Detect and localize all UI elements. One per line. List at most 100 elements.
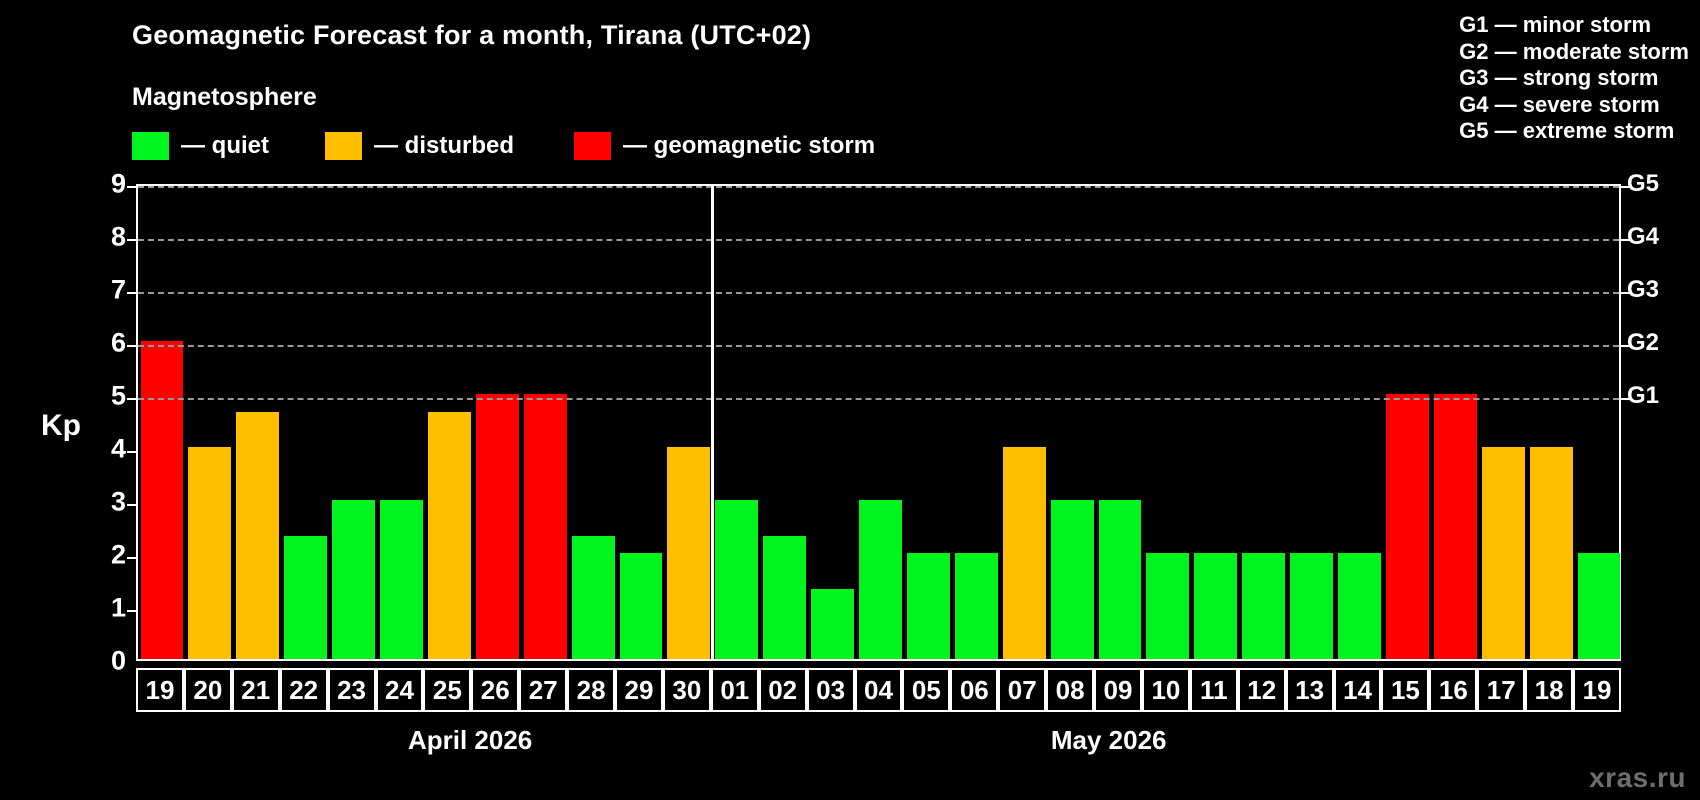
y-tick-mark-2 (127, 557, 136, 559)
month-divider (711, 186, 715, 659)
y-tick-label-1: 1 (110, 592, 126, 623)
bar (236, 411, 280, 659)
day-label: 03 (806, 668, 855, 712)
month-axis: April 2026 May 2026 (0, 725, 1700, 765)
y-tick-label-3: 3 (110, 486, 126, 517)
y-axis-title: Kp (41, 409, 81, 442)
plot-area (127, 184, 1630, 661)
bar (475, 394, 519, 659)
day-label: 02 (758, 668, 807, 712)
day-label: 28 (567, 668, 616, 712)
gscale-line-1: G1 — minor storm (1459, 12, 1652, 37)
day-label: 12 (1237, 668, 1286, 712)
legend-swatch-quiet (132, 132, 169, 160)
bar (1481, 447, 1525, 659)
g-scale-axis-labels: G1 G2 G3 G4 G5 (1627, 170, 1697, 660)
day-label: 16 (1429, 668, 1478, 712)
day-label: 17 (1477, 668, 1526, 712)
y-tick-label-0: 0 (110, 645, 126, 676)
bar (619, 553, 663, 659)
bar (1098, 500, 1142, 659)
bar (571, 535, 615, 659)
gridline-kp-7 (138, 292, 1619, 294)
day-label: 30 (662, 668, 711, 712)
gscale-line-2: G2 — moderate storm (1459, 38, 1689, 64)
bar (667, 447, 711, 659)
bar (380, 500, 423, 659)
bar (284, 535, 328, 659)
y-tick-mark-1 (127, 610, 136, 612)
page-title: Geomagnetic Forecast for a month, Tirana… (132, 20, 812, 50)
gridline-kp-9 (138, 186, 1619, 188)
y-tick-label-4: 4 (110, 433, 126, 464)
day-label: 23 (327, 668, 376, 712)
day-label: 09 (1094, 668, 1142, 712)
y-tick-mark-5 (127, 398, 136, 400)
day-label: 26 (471, 668, 520, 712)
bar (1146, 553, 1190, 659)
legend-label-disturbed: — disturbed (374, 132, 515, 159)
bar (906, 553, 950, 659)
legend-label-geomagnetic-storm: — geomagnetic storm (623, 132, 876, 159)
day-axis: 19 20 21 22 23 24 25 26 27 28 29 30 01 02 03 04 05 06 07 08… (136, 668, 1621, 712)
day-label: 27 (519, 668, 568, 712)
bar (1385, 394, 1429, 659)
magnetosphere-label: Magnetosphere (132, 83, 317, 111)
bar (1290, 553, 1334, 659)
day-label: 06 (950, 668, 999, 712)
gridline-kp-6 (138, 345, 1619, 347)
bar (859, 500, 902, 659)
bar (1577, 553, 1621, 659)
g-axis-label-G1: G1 (1627, 382, 1660, 409)
day-label: 13 (1285, 668, 1334, 712)
y-tick-label-9: 9 (110, 168, 126, 199)
bar (188, 447, 232, 659)
day-label: 10 (1141, 668, 1190, 712)
y-tick-label-2: 2 (110, 539, 126, 570)
bar (332, 500, 375, 659)
day-label: 15 (1381, 668, 1430, 712)
legend-label-quiet: — quiet (181, 132, 269, 159)
y-tick-mark-6 (127, 345, 136, 347)
watermark: xras.ru (1589, 762, 1686, 793)
day-label: 04 (854, 668, 903, 712)
bar (763, 535, 807, 659)
y-axis-labels: 0 1 2 3 4 5 6 7 8 9 (86, 169, 126, 676)
y-tick-label-8: 8 (110, 221, 126, 252)
g-axis-label-G2: G2 (1627, 329, 1660, 356)
g-tick-mark-8 (1621, 239, 1630, 241)
gscale-line-5: G5 — extreme storm (1459, 118, 1675, 143)
g-axis-label-G5: G5 (1627, 170, 1660, 197)
day-label: 29 (615, 668, 663, 712)
day-label: 11 (1189, 668, 1238, 712)
bar (523, 394, 567, 659)
day-label: 19 (136, 668, 184, 712)
gscale-legend: G1 — minor storm G2 — moderate storm G3 — … (1459, 12, 1689, 145)
gridline-kp-8 (138, 239, 1619, 241)
y-tick-label-7: 7 (110, 274, 126, 305)
g-tick-mark-6 (1621, 345, 1630, 347)
y-tick-label-5: 5 (110, 380, 126, 411)
bars-layer (138, 186, 1621, 659)
legend-item-geomagnetic-storm: — geomagnetic storm (574, 132, 875, 160)
g-tick-mark-9 (1621, 186, 1630, 188)
day-label: 01 (710, 668, 759, 712)
day-label: 21 (231, 668, 280, 712)
bar (1002, 447, 1046, 659)
y-tick-mark-8 (127, 239, 136, 241)
bar (1338, 553, 1381, 659)
day-label: 20 (183, 668, 232, 712)
g-tick-mark-5 (1621, 398, 1630, 400)
bar (1529, 447, 1573, 659)
day-label: 22 (279, 668, 328, 712)
bar (954, 553, 998, 659)
g-tick-mark-7 (1621, 292, 1630, 294)
g-axis-label-G4: G4 (1627, 223, 1660, 250)
day-label: 05 (902, 668, 951, 712)
day-label: 25 (423, 668, 472, 712)
bar (811, 588, 855, 659)
bar (1242, 553, 1286, 659)
legend: — quiet — disturbed — geomagnetic storm (132, 131, 875, 161)
bar (140, 341, 184, 659)
bar (1433, 394, 1477, 659)
